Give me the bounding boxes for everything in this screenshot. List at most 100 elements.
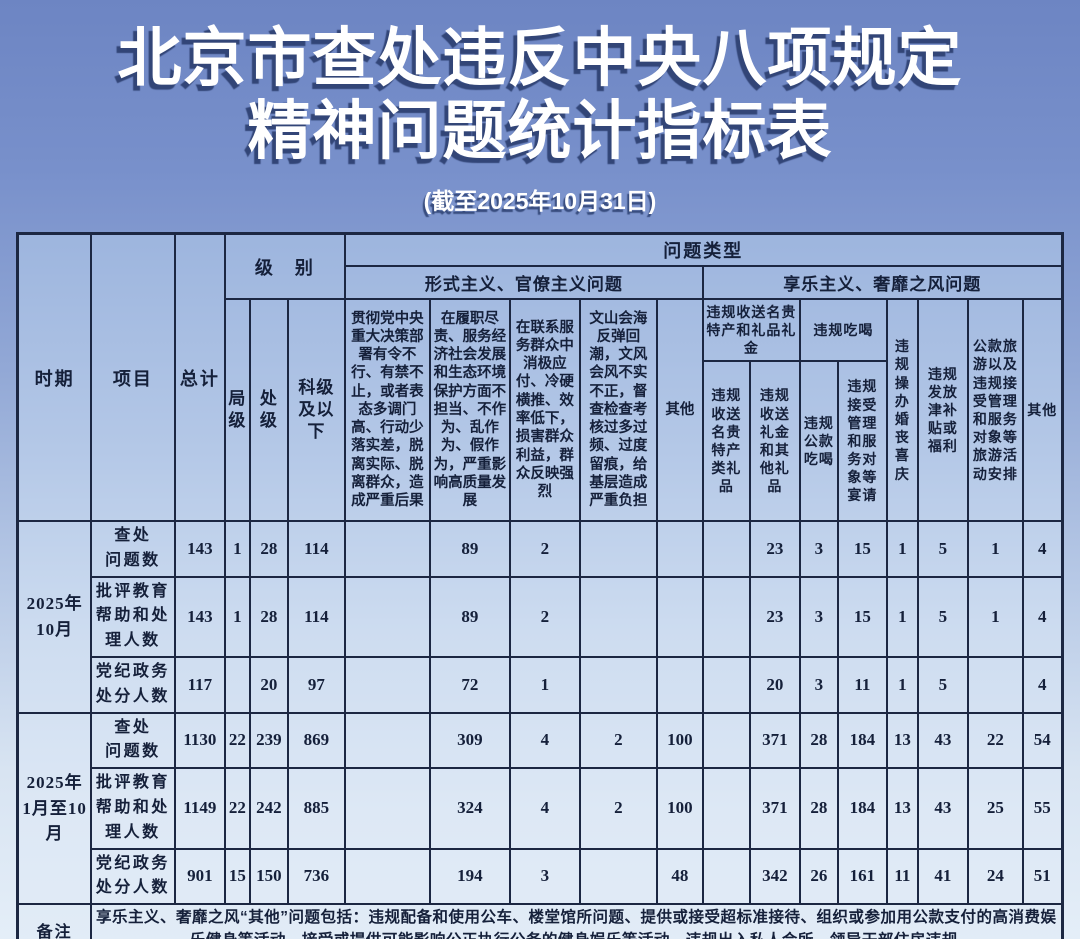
cell-value: 309 [428,711,511,770]
cell-value [701,847,751,906]
cell-value: 43 [916,711,969,770]
cell-value: 371 [748,711,801,770]
table-row: 2025年 10月 查处 问题数 143 1 28 114 89 2 23 3 … [16,520,1064,714]
header-level-group: 级 别 [223,232,346,300]
cell-value: 885 [286,767,346,850]
cell-value: 194 [428,847,511,906]
poster-subtitle: (截至2025年10月31日) [423,188,657,214]
cell-value: 4 [508,767,581,850]
cell-value: 2 [508,575,581,658]
row-label-problems-investigated: 查处 问题数 [89,520,176,578]
cell-value: 22 [223,767,251,850]
table-row: 批评教育 帮助和处 理人数 143 1 28 114 89 2 23 3 15 … [18,575,1064,658]
header-hedonism-group: 享乐主义、奢靡之风问题 [701,265,1064,300]
col-group-dining: 违规吃喝 [798,298,888,362]
cell-value: 3 [508,847,581,906]
cell-value: 55 [1021,767,1064,850]
cell-value: 5 [916,655,969,714]
cell-value [343,767,431,850]
cell-value: 15 [223,847,251,906]
cell-value: 26 [798,847,839,906]
cell-value: 4 [1021,575,1064,658]
cell-value: 41 [916,847,969,906]
cell-value [343,655,431,714]
cell-value: 28 [248,520,289,578]
cell-value: 5 [916,520,969,578]
table-row: 党纪政务 处分人数 901 15 150 736 194 3 48 342 26… [18,847,1064,906]
cell-value: 22 [966,711,1024,770]
cell-value: 1 [885,520,919,578]
cell-value: 4 [1021,520,1064,578]
col-header-serving-masses: 在联系服务群众中消极应付、冷硬横推、效率低下，损害群众利益，群众反映强烈 [508,298,581,522]
cell-value: 184 [836,711,888,770]
col-header-section-level-and-below: 科级及以下 [286,298,346,522]
cell-value: 1 [885,575,919,658]
cell-value: 54 [1021,711,1064,770]
cell-value: 736 [286,847,346,906]
table-row: 2025年 1月至10 月 查处 问题数 1130 22 239 869 309… [16,711,1064,906]
cell-value [578,847,658,906]
table-row: 批评教育 帮助和处 理人数 1149 22 242 885 324 4 2 10… [18,767,1064,850]
cell-value: 13 [885,711,919,770]
cell-value: 11 [836,655,888,714]
cell-value: 11 [885,847,919,906]
cell-value [701,575,751,658]
cell-value: 1 [508,655,581,714]
cell-value [655,655,704,714]
cell-value [343,847,431,906]
period-label-oct-2025: 2025年 10月 [16,520,92,714]
cell-value: 1 [966,520,1024,578]
col-header-specialty-gifts: 违规收送名贵特产类礼品 [701,360,751,522]
cell-value: 901 [173,847,226,906]
cell-value: 43 [916,767,969,850]
cell-value [343,520,431,578]
poster-title-line1: 北京市查处违反中央八项规定 [117,22,963,94]
cell-value: 1 [223,520,251,578]
col-header-allowances-benefits: 违规发放津补贴或福利 [916,298,969,522]
cell-value: 2 [578,767,658,850]
cell-value: 1 [223,575,251,658]
cell-value: 242 [248,767,289,850]
cell-value [578,575,658,658]
cell-value: 89 [428,575,511,658]
cell-value: 869 [286,711,346,770]
note-label: 备注 [16,903,92,939]
cell-value: 24 [966,847,1024,906]
cell-value: 13 [885,767,919,850]
stats-table: 时期 项目 总计 级 别 问题类型 形式主义、官僚主义问题 享乐主义、奢靡之风问… [16,232,1064,939]
cell-value [578,655,658,714]
cell-value: 184 [836,767,888,850]
cell-value: 1 [966,575,1024,658]
cell-value: 23 [748,520,801,578]
cell-value: 3 [798,520,839,578]
row-label-persons-criticized-educated: 批评教育 帮助和处 理人数 [89,575,176,658]
col-header-banquet-invitations: 违规接受管理和服务对象等宴请 [836,360,888,522]
cell-value: 100 [655,711,704,770]
cell-value: 324 [428,767,511,850]
cell-value: 239 [248,711,289,770]
cell-value: 2 [508,520,581,578]
col-header-hedonism-other: 其他 [1021,298,1064,522]
table-row: 党纪政务 处分人数 117 20 97 72 1 20 3 11 1 5 4 [18,655,1064,714]
header-formalism-group: 形式主义、官僚主义问题 [343,265,704,300]
cell-value: 4 [1021,655,1064,714]
title-block: 北京市查处违反中央八项规定 精神问题统计指标表 (截至2025年10月31日) [0,0,1080,216]
cell-value: 28 [248,575,289,658]
cell-value [966,655,1024,714]
col-header-excessive-meetings: 文山会海反弹回潮，文风会风不实不正，督查检查考核过多过频、过度留痕，给基层造成严… [578,298,658,522]
cell-value: 28 [798,767,839,850]
cell-value: 23 [748,575,801,658]
cell-value: 1 [885,655,919,714]
cell-value: 4 [508,711,581,770]
col-header-public-funded-travel: 公款旅游以及违规接受管理和服务对象等旅游活动安排 [966,298,1024,522]
cell-value: 161 [836,847,888,906]
cell-value: 114 [286,520,346,578]
cell-value: 48 [655,847,704,906]
cell-value [343,575,431,658]
col-header-bureau-level: 局级 [223,298,251,522]
cell-value: 3 [798,575,839,658]
row-label-persons-criticized-educated: 批评教育 帮助和处 理人数 [89,767,176,850]
cell-value: 89 [428,520,511,578]
cell-value [223,655,251,714]
